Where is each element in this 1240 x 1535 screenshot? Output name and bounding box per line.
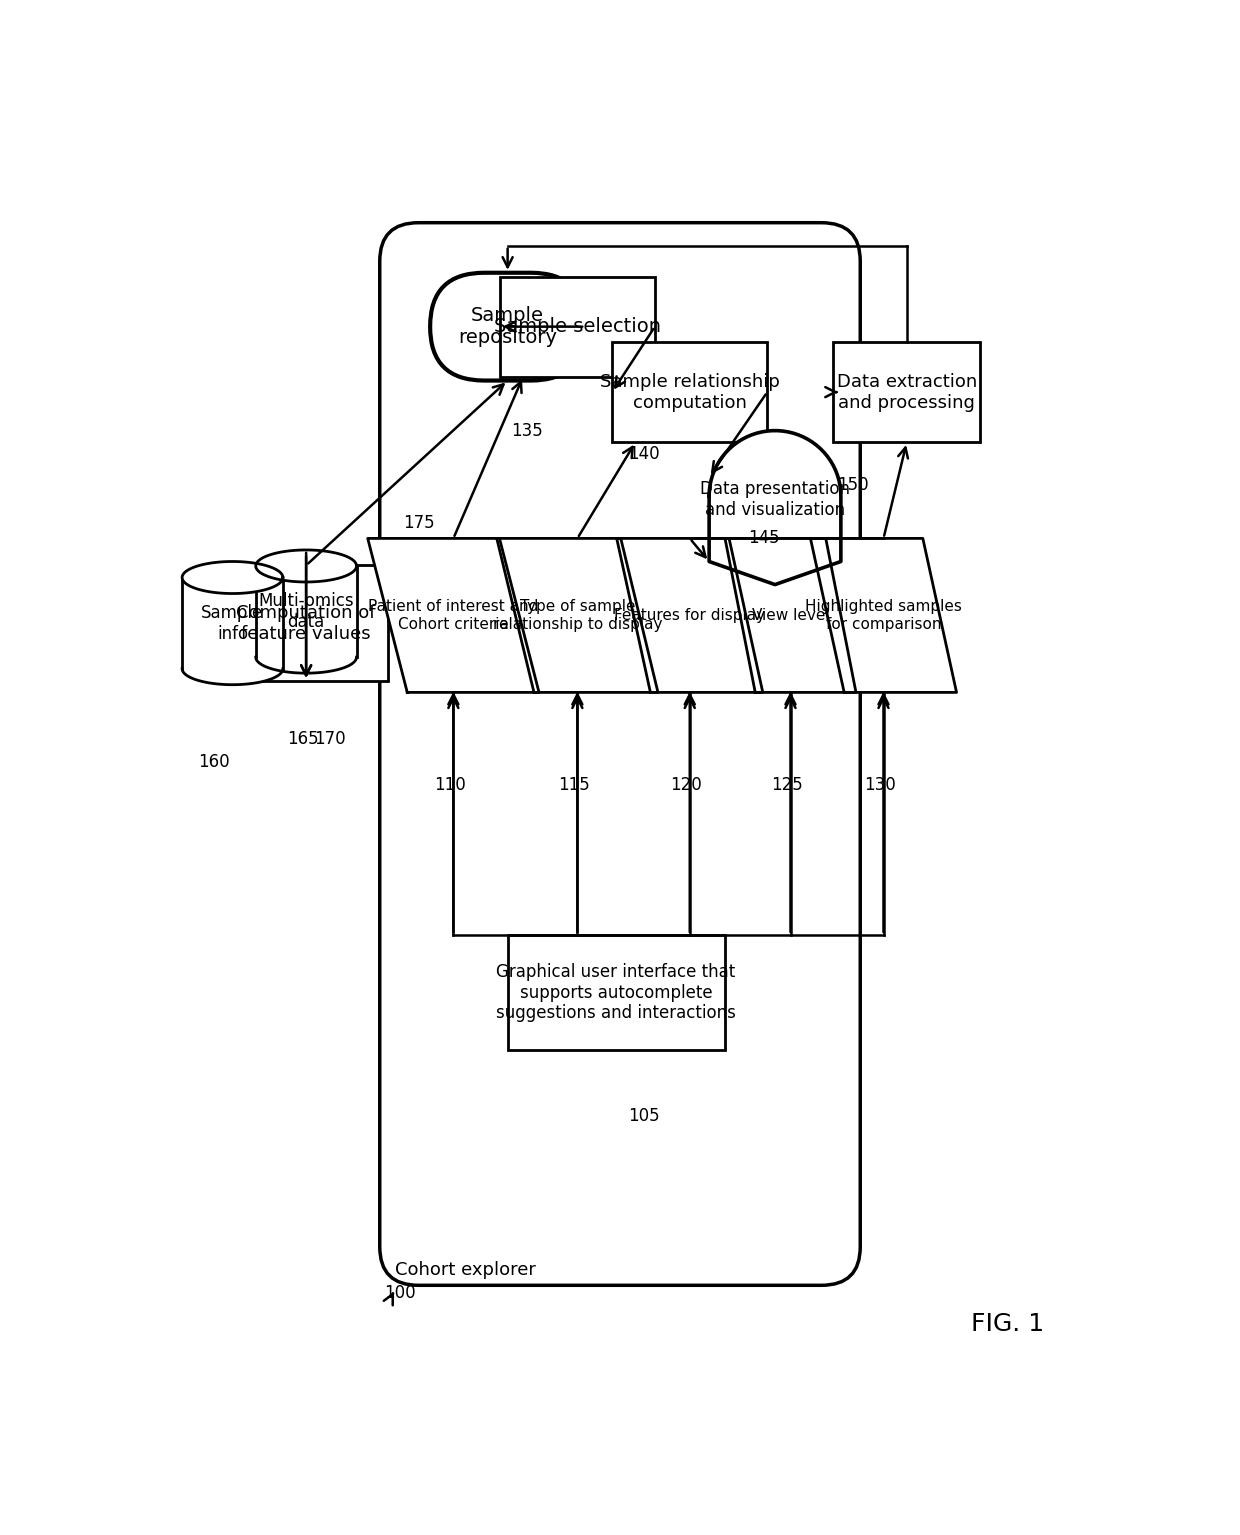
Bar <box>833 342 981 442</box>
Text: Sample relationship
computation: Sample relationship computation <box>600 373 780 411</box>
Text: Data presentation
and visualization: Data presentation and visualization <box>701 480 849 519</box>
Bar <box>182 577 283 669</box>
Text: Type of sample
relationship to display: Type of sample relationship to display <box>492 599 662 631</box>
Text: Graphical user interface that
supports autocomplete
suggestions and interactions: Graphical user interface that supports a… <box>496 962 737 1022</box>
Polygon shape <box>255 550 357 582</box>
Bar <box>500 276 655 376</box>
Text: 130: 130 <box>864 775 895 794</box>
Text: 105: 105 <box>627 1107 660 1125</box>
Text: Highlighted samples
for comparison: Highlighted samples for comparison <box>805 599 962 631</box>
Text: 160: 160 <box>197 752 229 771</box>
Text: Features for display: Features for display <box>614 608 765 623</box>
Text: Multi-omics
data: Multi-omics data <box>258 593 353 631</box>
Bar <box>507 935 724 1050</box>
Text: Sample selection: Sample selection <box>494 318 661 336</box>
Bar <box>613 342 768 442</box>
Text: FIG. 1: FIG. 1 <box>971 1312 1044 1335</box>
Text: 170: 170 <box>314 729 346 748</box>
Text: 140: 140 <box>627 445 660 462</box>
Text: Computation of
feature values: Computation of feature values <box>237 603 376 643</box>
Text: 175: 175 <box>403 514 435 533</box>
Text: 100: 100 <box>383 1283 415 1302</box>
Polygon shape <box>709 431 841 585</box>
Text: View level: View level <box>751 608 830 623</box>
Polygon shape <box>368 539 539 692</box>
Polygon shape <box>182 669 283 685</box>
FancyBboxPatch shape <box>430 273 585 381</box>
Text: 165: 165 <box>286 729 319 748</box>
Text: 110: 110 <box>434 775 466 794</box>
Polygon shape <box>811 539 956 692</box>
Text: Data extraction
and processing: Data extraction and processing <box>837 373 977 411</box>
Text: 145: 145 <box>748 530 780 548</box>
Polygon shape <box>182 562 283 594</box>
Text: Patient of interest and
Cohort criteria: Patient of interest and Cohort criteria <box>368 599 538 631</box>
Polygon shape <box>255 657 357 674</box>
Polygon shape <box>497 539 658 692</box>
Text: Cohort explorer: Cohort explorer <box>396 1260 536 1279</box>
FancyBboxPatch shape <box>379 223 861 1285</box>
Text: Sample
repository: Sample repository <box>458 305 557 347</box>
Bar <box>224 565 387 682</box>
Text: 115: 115 <box>558 775 590 794</box>
Text: Sample
info: Sample info <box>201 603 264 643</box>
Polygon shape <box>725 539 856 692</box>
Text: 120: 120 <box>671 775 702 794</box>
Text: 135: 135 <box>511 422 543 439</box>
Bar <box>255 566 357 657</box>
Text: 150: 150 <box>837 476 869 493</box>
Polygon shape <box>616 539 763 692</box>
Text: 125: 125 <box>771 775 802 794</box>
